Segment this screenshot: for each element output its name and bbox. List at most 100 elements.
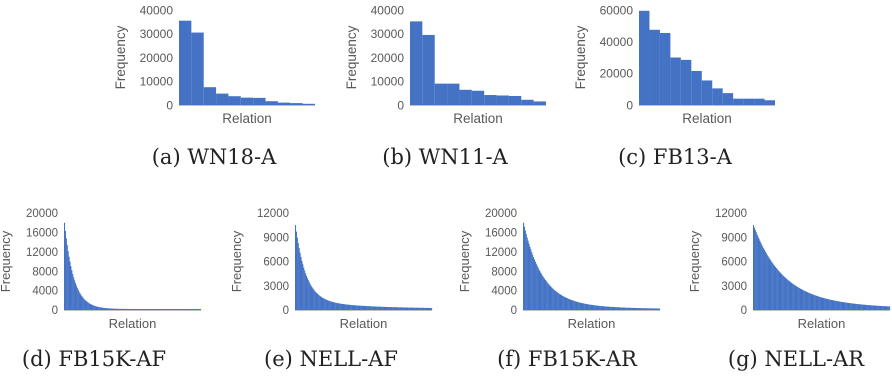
bar	[607, 306, 609, 310]
bar	[406, 307, 408, 310]
bar	[384, 306, 386, 310]
bar	[326, 300, 329, 310]
bar	[353, 305, 355, 310]
bar	[811, 294, 813, 310]
bar	[652, 308, 654, 310]
bar	[101, 307, 103, 310]
bar	[833, 300, 835, 310]
bar	[184, 309, 186, 310]
bar	[624, 307, 626, 310]
bar	[885, 306, 887, 310]
bar	[413, 307, 415, 310]
y-tick-label: 20000	[26, 208, 58, 220]
bar	[370, 306, 372, 310]
bar	[352, 305, 354, 310]
bar	[572, 300, 574, 310]
bar	[134, 308, 136, 310]
bar	[887, 306, 889, 310]
bar	[253, 97, 266, 106]
bar	[135, 309, 137, 310]
y-axis-title: Frequency	[344, 25, 359, 89]
bar	[369, 306, 371, 310]
bar	[421, 307, 423, 310]
bar	[484, 95, 497, 105]
bar	[383, 306, 385, 310]
bar	[645, 308, 647, 310]
bar	[128, 308, 130, 310]
bar	[865, 304, 867, 310]
bar	[821, 297, 823, 310]
y-tick-label: 8000	[491, 266, 517, 278]
bar	[784, 277, 787, 310]
bar	[64, 222, 66, 310]
bar	[459, 89, 472, 105]
bar	[403, 307, 405, 310]
bar	[613, 307, 615, 310]
bar	[809, 293, 811, 310]
bar	[324, 298, 326, 310]
bar	[795, 285, 797, 310]
bar	[93, 305, 95, 310]
bar	[573, 300, 575, 310]
bar	[185, 309, 187, 310]
bar	[318, 295, 320, 310]
bar	[853, 303, 855, 310]
bar	[552, 288, 554, 310]
bar	[170, 309, 172, 310]
bar	[783, 276, 785, 310]
bar	[64, 230, 66, 310]
bar	[190, 309, 192, 310]
bar	[98, 307, 100, 310]
bar	[836, 301, 838, 310]
bar	[389, 307, 391, 310]
bar	[387, 306, 389, 310]
bar	[789, 281, 791, 310]
bar	[574, 301, 576, 310]
bar	[888, 306, 890, 310]
x-axis-title: Relation	[453, 111, 503, 126]
bar	[111, 308, 113, 310]
bar	[349, 304, 351, 310]
bar	[823, 298, 825, 310]
bar	[691, 70, 702, 105]
bar	[428, 307, 430, 310]
y-tick-label: 0	[626, 98, 633, 112]
bar	[164, 309, 166, 310]
bar	[879, 305, 882, 310]
bar	[656, 308, 658, 310]
bar	[556, 292, 558, 310]
bar	[295, 225, 297, 311]
bar	[639, 308, 641, 310]
bar	[774, 266, 776, 310]
bar	[856, 303, 858, 310]
bar	[389, 307, 392, 310]
bar	[641, 308, 643, 310]
bar	[296, 237, 298, 310]
bar	[575, 301, 577, 310]
bar	[162, 309, 164, 310]
bar	[195, 309, 197, 310]
bar	[390, 307, 392, 310]
bar	[801, 289, 803, 310]
bar	[610, 306, 612, 310]
bar	[596, 305, 599, 310]
bar	[874, 305, 876, 310]
bar	[367, 306, 369, 310]
bar	[793, 284, 795, 310]
chart-caption: (b) WN11-A	[382, 145, 508, 169]
bar	[75, 285, 77, 310]
bar	[329, 301, 331, 310]
bar	[198, 309, 200, 310]
bar	[562, 295, 564, 310]
bar	[784, 276, 786, 310]
bar	[642, 308, 644, 310]
bar	[764, 251, 766, 310]
bar	[422, 34, 435, 105]
x-axis-title: Relation	[340, 316, 388, 331]
bar	[71, 270, 73, 310]
bar	[538, 269, 540, 310]
bar	[521, 99, 534, 105]
bar	[535, 263, 537, 310]
bar	[523, 222, 525, 310]
bar	[638, 308, 640, 310]
